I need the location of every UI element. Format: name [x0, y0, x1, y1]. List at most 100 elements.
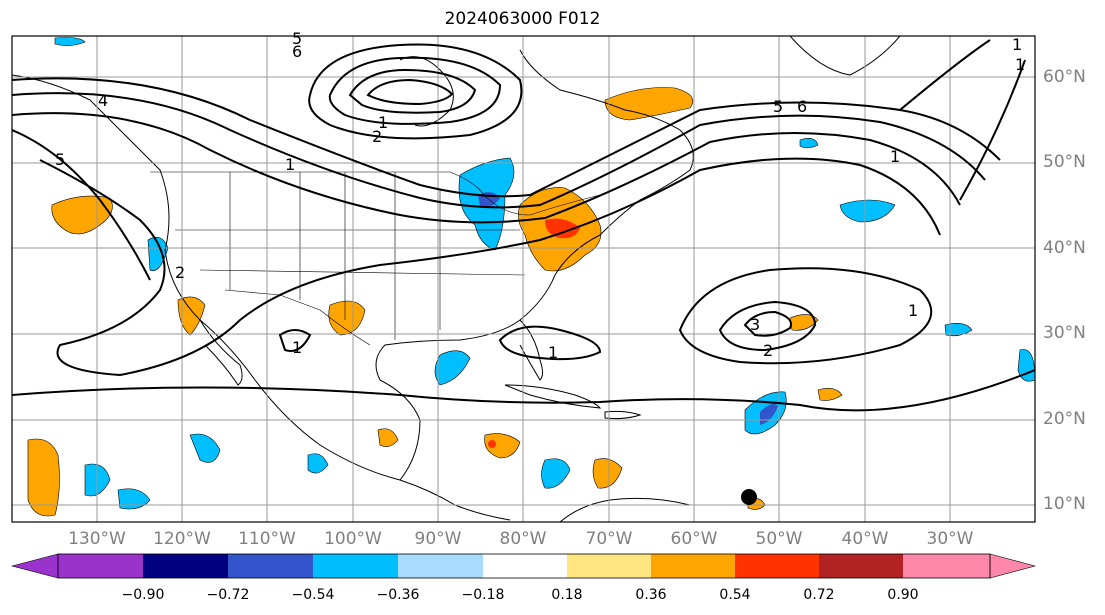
contour-label: 6 — [797, 97, 807, 116]
state-lines — [175, 172, 526, 340]
contour-canada-low-1 — [308, 43, 523, 140]
lon-label-110w: 110°W — [238, 529, 296, 549]
colorbar-segment — [651, 554, 735, 578]
contour-canada-low-4 — [366, 78, 454, 106]
colorbar-segment — [735, 554, 819, 578]
contour-atlantic-high-mid — [718, 300, 817, 352]
contour-label: 1 — [1015, 55, 1025, 74]
lat-label-10n: 10°N — [1043, 494, 1086, 514]
north-america-coast — [12, 49, 694, 521]
contour-label: 3 — [750, 315, 760, 334]
lat-label-20n: 20°N — [1043, 409, 1086, 429]
warm-patch-atlantic-small — [817, 388, 843, 401]
contour-east-atlantic — [899, 39, 1026, 201]
greenland — [789, 36, 901, 76]
colorbar-tick-label: −0.18 — [461, 587, 505, 603]
borders — [150, 171, 601, 346]
map-title: 2024063000 F012 — [444, 9, 601, 29]
colorbar-tick-label: −0.54 — [291, 587, 335, 603]
contour-jet-3 — [12, 112, 961, 224]
lon-label-120w: 120°W — [153, 529, 211, 549]
colorbar-frame — [57, 553, 991, 579]
hispaniola — [604, 410, 642, 420]
cool-patch-mid-atlantic — [839, 199, 896, 223]
contour-jet-2 — [12, 92, 986, 209]
contour-canada-low-3 — [348, 68, 477, 114]
contour-jet-1 — [12, 77, 1001, 198]
contour-atlantic-high-inner — [743, 310, 792, 337]
us-mexico-border — [224, 289, 371, 346]
cool-patch-small-atlantic — [799, 138, 819, 149]
contour-atlantic-high-outer — [678, 267, 933, 365]
cool-patch-caribbean — [541, 458, 571, 489]
contour-gulf-small — [498, 325, 602, 361]
contour-west-coast — [12, 129, 151, 281]
contour-label: 5 — [55, 150, 65, 169]
colorbar-segment — [313, 554, 398, 578]
contour-label: 4 — [98, 91, 108, 110]
colorbar-segment — [228, 554, 313, 578]
warm-patch-central-america — [484, 433, 521, 459]
contour-label: 2 — [763, 341, 773, 360]
cool-patch-east-pacific-2 — [117, 488, 151, 510]
gridlines — [12, 36, 1035, 522]
contour-label: 1 — [378, 113, 388, 132]
colorbar-extend-low — [10, 553, 59, 579]
colorbar-segment — [143, 554, 228, 578]
lon-label-30w: 30°W — [926, 529, 974, 549]
lon-label-130w: 130°W — [68, 529, 126, 549]
warm-patch-baja — [177, 296, 206, 336]
colorbar-segment — [903, 554, 990, 578]
contour-label: 1 — [890, 147, 900, 166]
lon-label-90w: 90°W — [414, 529, 462, 549]
lat-label-50n: 50°N — [1043, 152, 1086, 172]
colorbar-segment — [58, 554, 143, 578]
storm-center-marker — [741, 489, 757, 505]
contour-label: 1 — [285, 155, 295, 174]
lon-label-40w: 40°W — [841, 529, 889, 549]
colorbar — [10, 553, 1037, 579]
colorbar-tick-label: 0.54 — [719, 587, 751, 603]
colorbar-tick-label: −0.90 — [121, 587, 165, 603]
contour-label: 5 — [773, 97, 783, 116]
cool-patch-east-pacific-3 — [189, 433, 221, 463]
colorbar-segment — [567, 554, 651, 578]
contour-label: 2 — [372, 127, 382, 146]
contour-lines — [12, 39, 1035, 412]
colorbar-tick-label: 0.72 — [803, 587, 835, 603]
contour-mexico-small — [278, 329, 312, 352]
florida — [519, 319, 543, 381]
lat-label-60n: 60°N — [1043, 67, 1086, 87]
contour-labels: 6 5 4 5 2 2 1 1 1 1 1 1 3 2 5 6 1 1 — [55, 29, 1025, 362]
colorbar-tick-label: 0.36 — [635, 587, 667, 603]
hot-core-central-america — [488, 440, 496, 448]
warm-patch-texas — [328, 300, 366, 336]
lon-label-100w: 100°W — [324, 529, 382, 549]
contour-southern — [12, 369, 1035, 412]
lon-label-70w: 70°W — [585, 529, 633, 549]
cool-patch-mexico — [307, 453, 329, 474]
contour-jet-4 — [39, 157, 941, 377]
warm-patch-mid-atlantic — [789, 314, 819, 331]
warm-patch-west-pacific — [27, 438, 60, 517]
cool-anomaly-fields — [54, 37, 1035, 510]
lon-label-60w: 60°W — [670, 529, 718, 549]
colorbar-tick-label: −0.36 — [376, 587, 420, 603]
lon-label-50w: 50°W — [755, 529, 803, 549]
contour-label: 1 — [292, 338, 302, 357]
baja-peninsula — [199, 319, 243, 386]
south-america-coast — [559, 497, 691, 522]
colorbar-extend-high — [989, 553, 1037, 579]
cool-patch-gulf — [434, 350, 471, 386]
hot-core-northeast-us — [545, 218, 580, 239]
colorbar-tick-label: 0.18 — [551, 587, 583, 603]
contour-label: 2 — [175, 263, 185, 282]
contour-canada-low-2 — [328, 56, 502, 125]
warm-patch-gulf-small — [377, 428, 399, 447]
map-frame — [11, 35, 1036, 523]
contour-label: 5 — [292, 29, 302, 48]
warm-patch-labrador — [604, 87, 694, 121]
cool-patch-north — [54, 37, 86, 46]
contour-label: 6 — [292, 42, 302, 61]
